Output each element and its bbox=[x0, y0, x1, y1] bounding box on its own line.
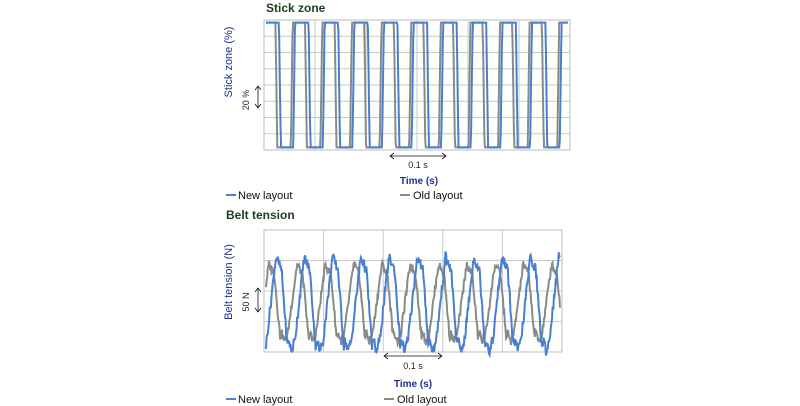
x-scale-indicator: 0.1 s bbox=[389, 152, 447, 170]
new-layout-line bbox=[266, 21, 568, 149]
legend: New layout Old layout bbox=[226, 190, 463, 202]
x-axis-label: Time (s) bbox=[400, 176, 438, 187]
y-scale-label: 50 N bbox=[241, 292, 251, 311]
chart-title: Stick zone bbox=[266, 1, 326, 15]
y-axis-label: Stick zone (%) bbox=[223, 27, 235, 98]
chart-title: Belt tension bbox=[226, 208, 295, 222]
gridlines bbox=[264, 20, 570, 150]
x-scale-label: 0.1 s bbox=[408, 160, 428, 170]
legend: New layout Old layout bbox=[226, 394, 447, 406]
belt-tension-chart: Belt tension Belt tension (N) 50 N 0.1 s… bbox=[223, 208, 563, 406]
stick-zone-chart: Stick zone Stick zone (%) 20 % 0.1 s Tim… bbox=[223, 1, 571, 202]
x-scale-label: 0.1 s bbox=[403, 361, 423, 371]
x-scale-indicator: 0.1 s bbox=[383, 352, 443, 371]
legend-label-old: Old layout bbox=[413, 190, 463, 202]
legend-label-new: New layout bbox=[238, 394, 292, 406]
new-layout-line bbox=[265, 250, 561, 359]
legend-label-new: New layout bbox=[238, 190, 292, 202]
legend-label-old: Old layout bbox=[397, 394, 447, 406]
y-scale-indicator: 20 % bbox=[241, 85, 262, 111]
y-scale-indicator: 50 N bbox=[241, 287, 262, 313]
y-scale-label: 20 % bbox=[241, 90, 251, 111]
y-axis-label: Belt tension (N) bbox=[223, 244, 235, 320]
x-axis-label: Time (s) bbox=[394, 379, 432, 390]
